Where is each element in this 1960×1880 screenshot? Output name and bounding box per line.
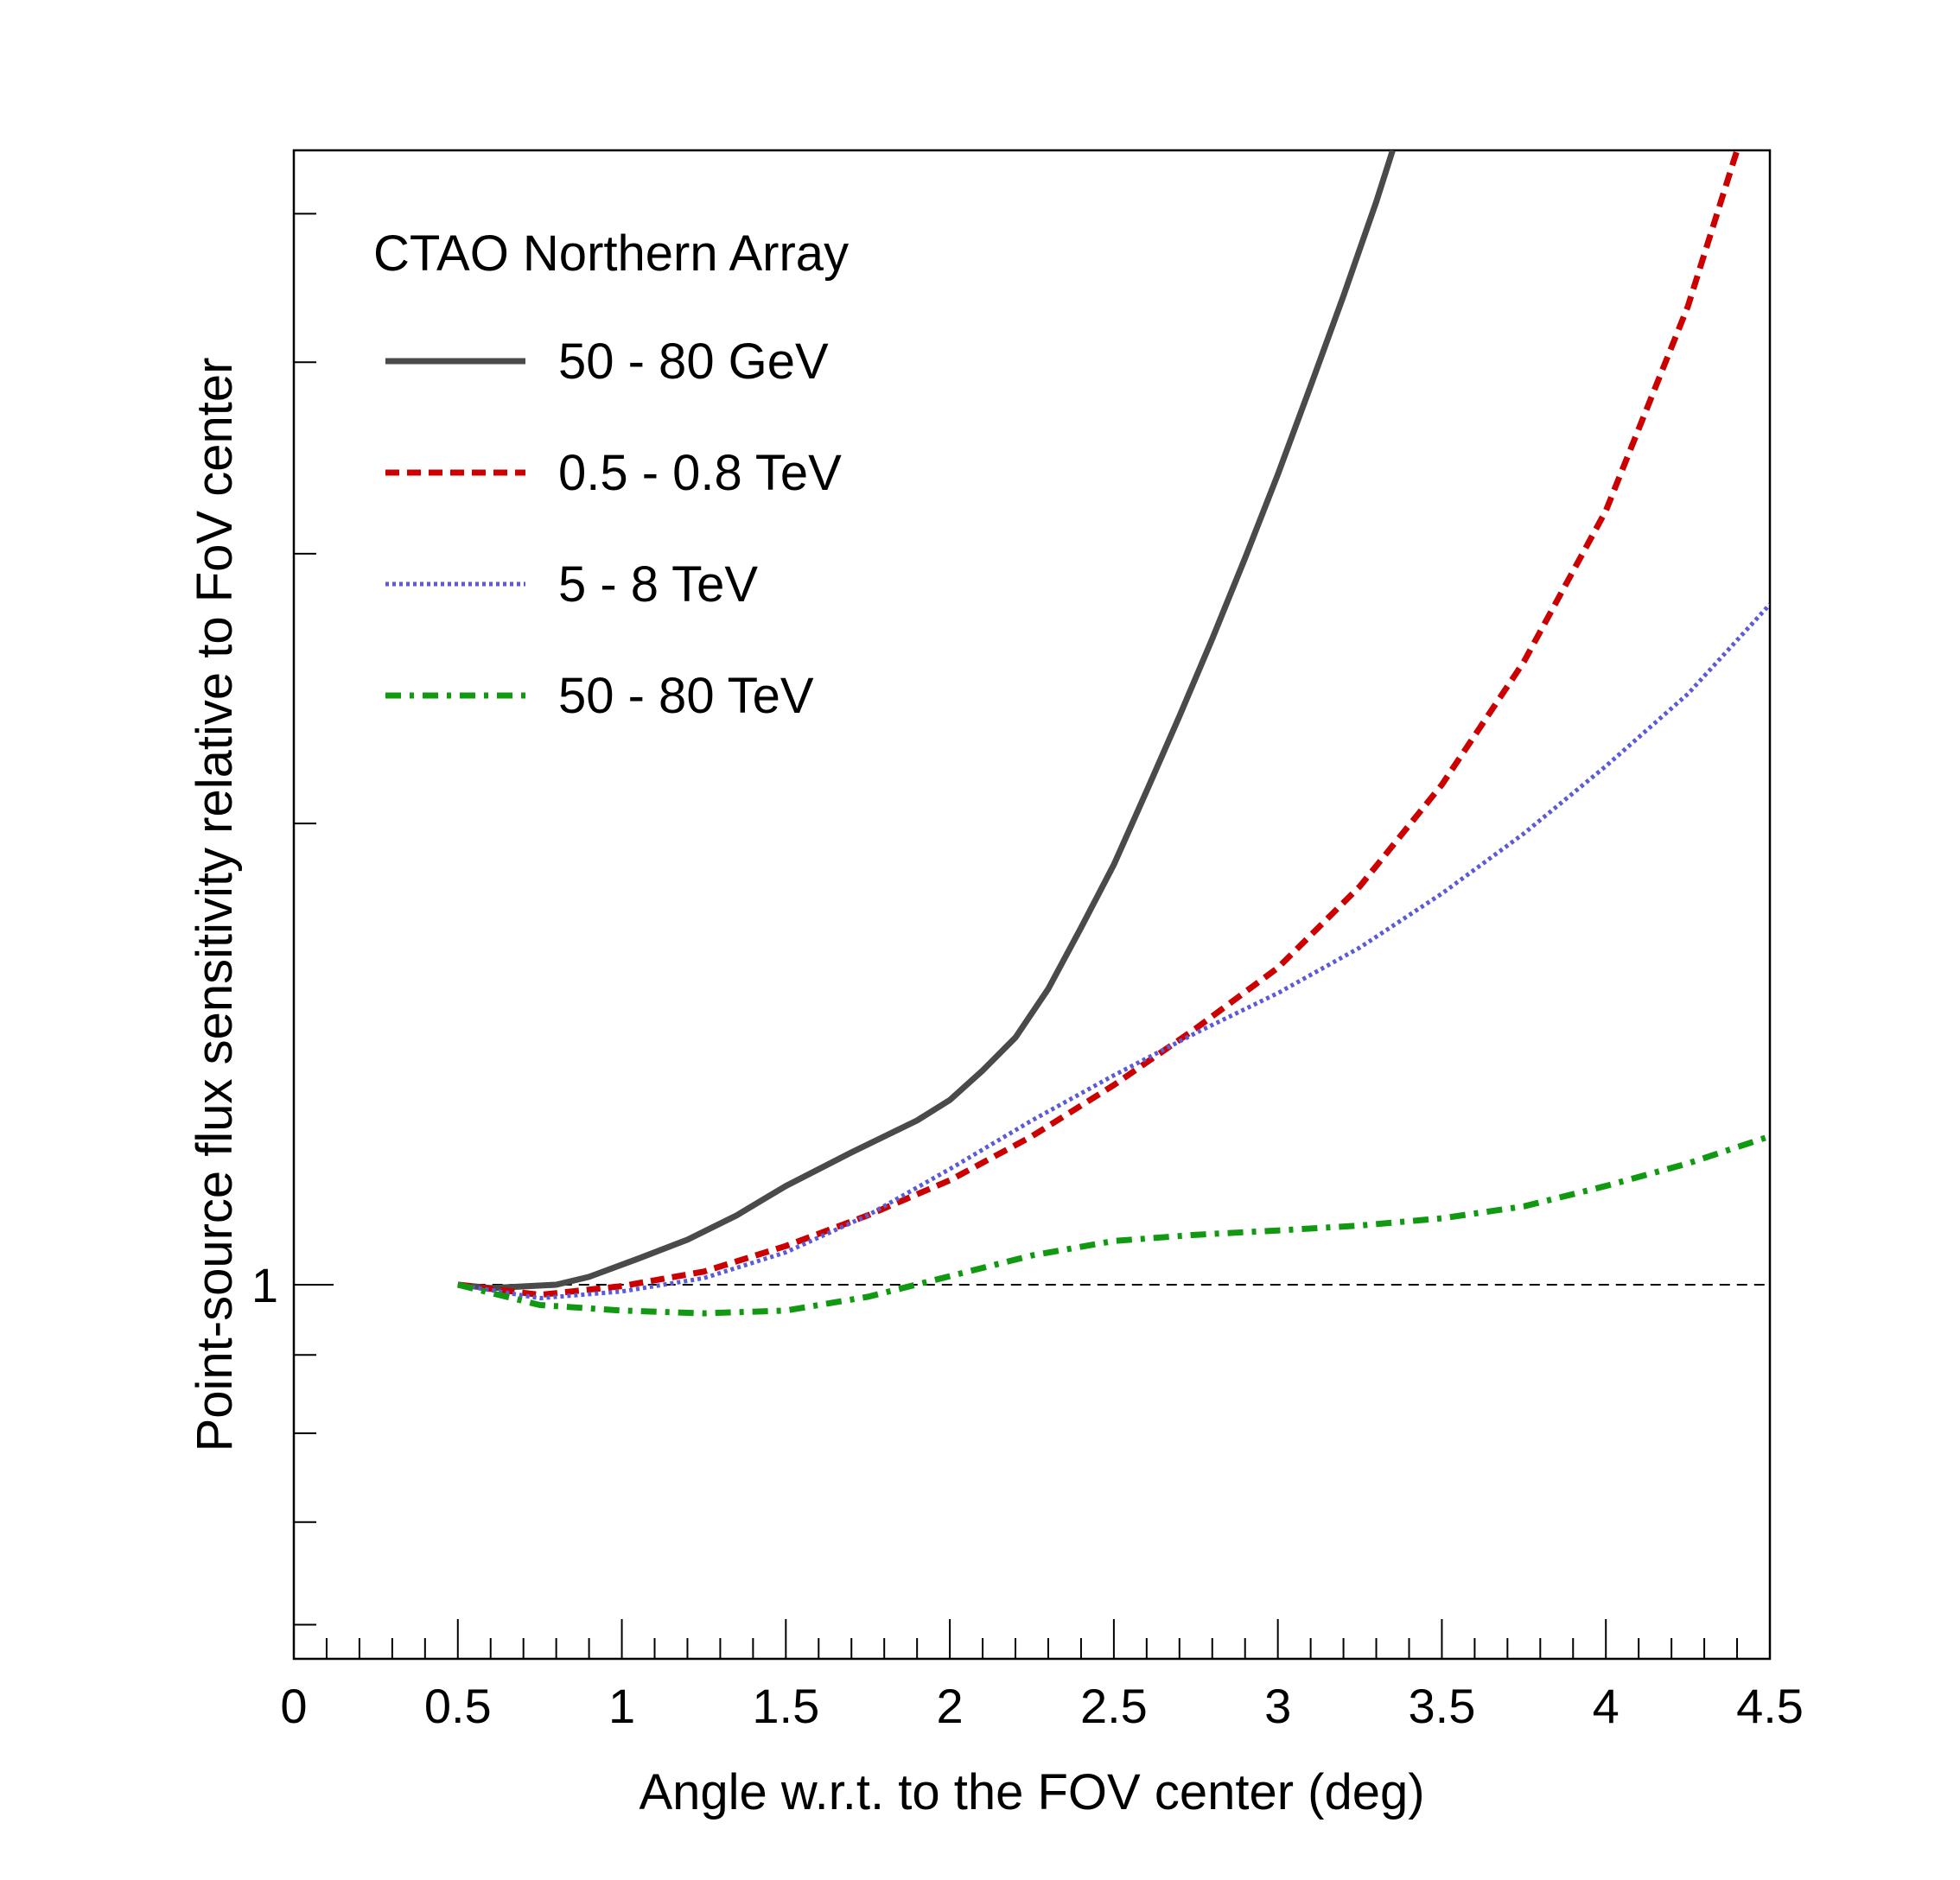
- legend-label-1: 50 - 80 GeV: [558, 333, 829, 390]
- legend-label-4: 50 - 80 TeV: [558, 668, 814, 724]
- legend-title: CTAO Northern Array: [373, 225, 849, 282]
- x-tick-label: 2.5: [1080, 1679, 1148, 1733]
- x-tick-label: 4: [1593, 1679, 1620, 1733]
- series-line-3: [457, 602, 1770, 1301]
- x-tick-label: 1.5: [752, 1679, 819, 1733]
- x-axis-label: Angle w.r.t. to the FOV center (deg): [639, 1764, 1424, 1820]
- x-tick-label: 3.5: [1409, 1679, 1476, 1733]
- legend-label-3: 5 - 8 TeV: [558, 556, 758, 613]
- x-tick-label: 3: [1264, 1679, 1291, 1733]
- x-tick-label: 0.5: [424, 1679, 492, 1733]
- plot-frame: [292, 149, 1772, 1661]
- x-tick-label: 4.5: [1736, 1679, 1804, 1733]
- legend: CTAO Northern Array 50 - 80 GeV 0.5 - 0.8…: [373, 225, 849, 724]
- series-line-4: [456, 1133, 1770, 1317]
- x-tick-labels: 0 0.5 1 1.5 2 2.5 3 3.5 4 4.5: [280, 1679, 1804, 1733]
- x-tick-label: 0: [280, 1679, 307, 1733]
- y-tick-label: 1: [251, 1258, 278, 1312]
- x-tick-label: 2: [937, 1679, 964, 1733]
- series-line-2: [457, 150, 1740, 1299]
- y-tick-labels: 1: [251, 1258, 278, 1312]
- legend-label-2: 0.5 - 0.8 TeV: [558, 445, 842, 501]
- y-axis-label: Point-source flux sensitivity relative t…: [187, 358, 243, 1452]
- series-line-1: [457, 150, 1396, 1292]
- axis-ticks: [293, 213, 1771, 1659]
- x-tick-label: 1: [608, 1679, 635, 1733]
- series-lines: [456, 150, 1770, 1317]
